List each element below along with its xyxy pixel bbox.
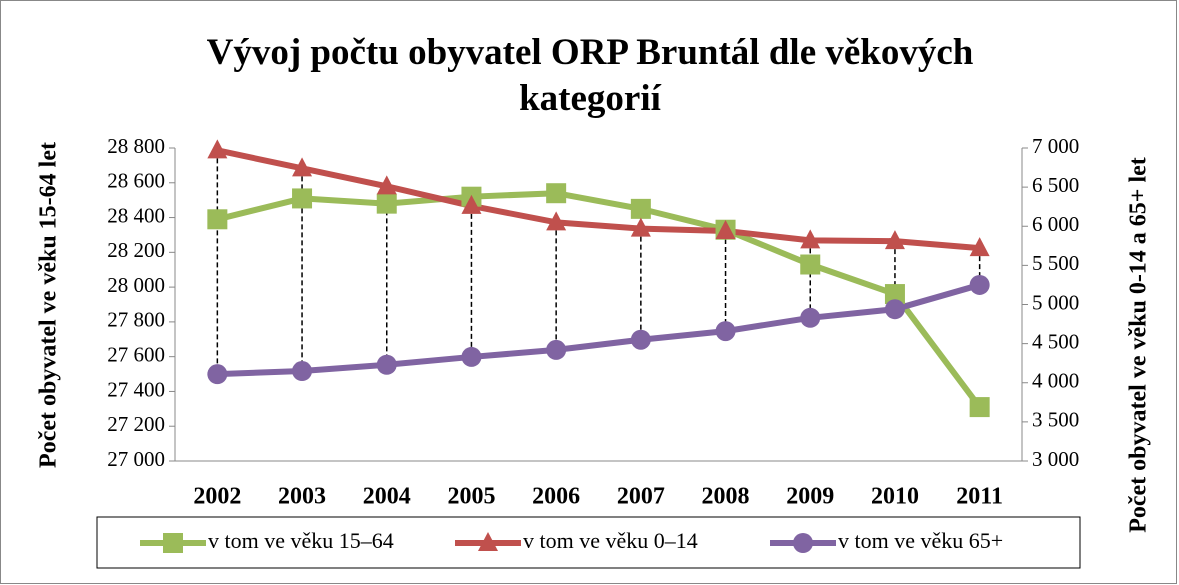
point-marker bbox=[715, 321, 736, 342]
y-tick-label: 28 200 bbox=[107, 238, 165, 262]
point-marker bbox=[376, 193, 397, 214]
y-tick-label: 27 600 bbox=[107, 342, 165, 366]
y2-tick-label: 5 000 bbox=[1032, 290, 1079, 314]
point-marker bbox=[461, 346, 482, 367]
y2-tick-label: 7 000 bbox=[1032, 134, 1079, 158]
x-tick-label: 2009 bbox=[786, 484, 834, 510]
legend-label: v tom ve věku 65+ bbox=[838, 528, 1003, 553]
point-marker bbox=[207, 209, 228, 230]
legend-label: v tom ve věku 0–14 bbox=[523, 528, 698, 553]
legend-marker bbox=[163, 533, 183, 553]
y-tick-label: 28 800 bbox=[107, 134, 165, 158]
y2-axis-title: Počet obyvatel ve věku 0-14 a 65+ let bbox=[1126, 157, 1152, 533]
legend-box bbox=[96, 516, 1081, 569]
point-marker bbox=[292, 188, 313, 209]
point-marker bbox=[715, 219, 736, 239]
chart-title: Vývoj počtu obyvatel ORP Bruntál dle věk… bbox=[206, 32, 974, 119]
x-tick-label: 2007 bbox=[617, 484, 665, 510]
legend-label: v tom ve věku 15–64 bbox=[208, 528, 394, 553]
y-axis-title: Počet obyvatel ve věku 15-64 let bbox=[36, 142, 62, 468]
point-marker bbox=[207, 139, 228, 159]
x-tick-label: 2011 bbox=[956, 484, 1003, 510]
y-tick-label: 28 600 bbox=[107, 169, 165, 193]
y-tick-label: 27 200 bbox=[107, 412, 165, 436]
point-marker bbox=[800, 229, 821, 249]
x-tick-label: 2003 bbox=[278, 484, 326, 510]
series-line bbox=[216, 190, 983, 409]
point-marker bbox=[630, 217, 651, 237]
y2-tick-label: 6 000 bbox=[1032, 212, 1079, 236]
x-tick-label: 2008 bbox=[702, 484, 750, 510]
y-tick-label: 27 000 bbox=[107, 447, 165, 471]
point-marker bbox=[292, 157, 313, 177]
point-marker bbox=[884, 299, 905, 320]
y-tick-label: 28 400 bbox=[107, 203, 165, 227]
point-marker bbox=[800, 254, 821, 275]
x-tick-label: 2004 bbox=[363, 484, 411, 510]
point-marker bbox=[376, 354, 397, 375]
series-line bbox=[216, 147, 980, 252]
point-marker bbox=[461, 194, 482, 214]
point-marker bbox=[969, 397, 990, 418]
point-marker bbox=[546, 183, 567, 204]
x-tick-label: 2005 bbox=[447, 484, 495, 510]
point-marker bbox=[546, 211, 567, 231]
point-marker bbox=[546, 339, 567, 360]
point-marker bbox=[884, 230, 905, 250]
point-marker bbox=[292, 361, 313, 382]
point-marker bbox=[884, 284, 905, 305]
y2-tick-label: 3 000 bbox=[1032, 447, 1079, 471]
legend-marker bbox=[478, 532, 498, 551]
y-tick-label: 27 400 bbox=[107, 377, 165, 401]
x-tick-label: 2002 bbox=[193, 484, 241, 510]
y2-tick-label: 5 500 bbox=[1032, 251, 1079, 275]
point-marker bbox=[800, 307, 821, 328]
point-marker bbox=[207, 364, 228, 385]
point-marker bbox=[969, 237, 990, 257]
point-marker bbox=[376, 175, 397, 195]
point-marker bbox=[969, 274, 990, 295]
y2-tick-label: 4 000 bbox=[1032, 369, 1079, 393]
y-tick-label: 27 800 bbox=[107, 308, 165, 332]
legend-marker bbox=[793, 533, 813, 553]
y2-tick-label: 4 500 bbox=[1032, 329, 1079, 353]
point-marker bbox=[630, 329, 651, 350]
point-marker bbox=[630, 198, 651, 219]
y-tick-label: 28 000 bbox=[107, 273, 165, 297]
x-tick-label: 2006 bbox=[532, 484, 580, 510]
y2-tick-label: 6 500 bbox=[1032, 173, 1079, 197]
y2-tick-label: 3 500 bbox=[1032, 408, 1079, 432]
x-tick-label: 2010 bbox=[871, 484, 919, 510]
series-line bbox=[217, 282, 981, 378]
